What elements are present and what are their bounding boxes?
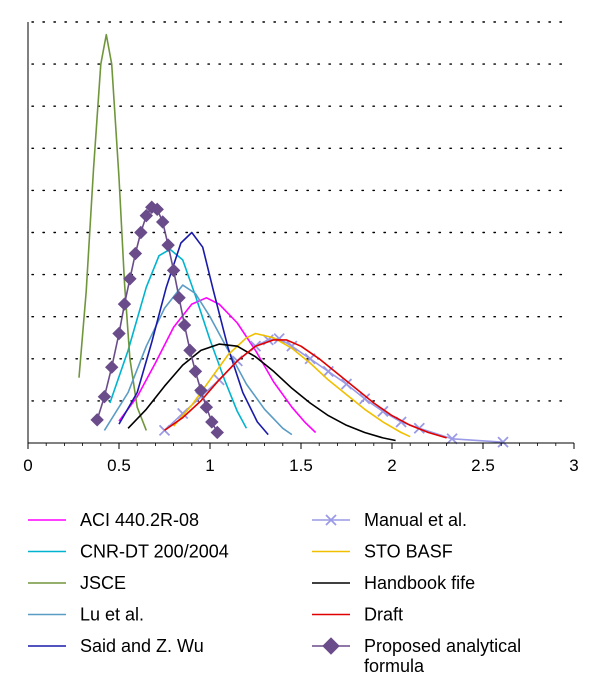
- series-cnr-dt-200-2004: [109, 248, 248, 429]
- legend-item: Said and Z. Wu: [28, 636, 204, 656]
- series-jsce: [78, 33, 148, 431]
- data-point: [188, 364, 203, 379]
- data-point: [497, 436, 509, 448]
- series-line: [103, 284, 293, 436]
- series-sto-basf: [172, 332, 411, 438]
- data-point: [377, 405, 389, 418]
- data-point: [139, 208, 154, 223]
- series-handbook-fife: [127, 343, 396, 442]
- legend-label: Handbook fife: [364, 573, 475, 593]
- data-point: [155, 215, 170, 229]
- data-point: [340, 378, 353, 390]
- legend-item: Proposed analytical formula: [312, 636, 521, 676]
- data-point: [166, 263, 181, 278]
- data-point: [359, 393, 371, 405]
- legend-item: CNR-DT 200/2004: [28, 542, 229, 562]
- data-point: [123, 272, 137, 286]
- series-line: [118, 297, 317, 434]
- legend-label: JSCE: [80, 573, 126, 593]
- series-line: [109, 248, 248, 429]
- data-point: [194, 383, 208, 398]
- data-point: [172, 291, 186, 305]
- x-tick-label: 0: [23, 456, 32, 475]
- data-point: [128, 246, 143, 261]
- data-point: [134, 225, 148, 240]
- legend-item: Lu et al.: [28, 605, 144, 625]
- series-said-and-z-wu: [118, 231, 269, 436]
- data-point: [177, 407, 189, 420]
- series-proposed-analytical-formula: [90, 200, 224, 440]
- legend-item: Handbook fife: [312, 573, 475, 593]
- legend-marker: [325, 514, 337, 526]
- series-line: [96, 206, 219, 433]
- data-point: [183, 343, 197, 358]
- data-point: [322, 365, 334, 378]
- data-point: [177, 318, 192, 332]
- legend-item: Draft: [312, 605, 403, 625]
- x-tick-label: 3: [569, 456, 578, 475]
- data-point: [112, 326, 126, 341]
- data-point: [117, 297, 132, 311]
- series-manual-et-al-: [158, 332, 509, 448]
- data-point: [161, 238, 175, 252]
- data-point: [286, 340, 298, 352]
- legend-item: ACI 440.2R-08: [28, 510, 199, 530]
- series-draft: [164, 339, 447, 439]
- plot-area: [78, 33, 509, 448]
- x-tick-label: 2: [387, 456, 396, 475]
- legend-item: JSCE: [28, 573, 126, 593]
- legend-label: Said and Z. Wu: [80, 636, 204, 656]
- x-tick-label: 1: [205, 456, 214, 475]
- series-lu-et-al-: [103, 284, 293, 436]
- data-point: [150, 202, 164, 217]
- x-tick-label: 2.5: [471, 456, 495, 475]
- data-point: [90, 413, 104, 427]
- legend-item: Manual et al.: [312, 510, 467, 530]
- data-point: [105, 360, 119, 374]
- legend-label: Draft: [364, 605, 403, 625]
- legend-item: STO BASF: [312, 542, 453, 562]
- x-tick-label: 0.5: [107, 456, 131, 475]
- data-point: [199, 400, 214, 414]
- legend-label: CNR-DT 200/2004: [80, 542, 229, 562]
- legend-label: ACI 440.2R-08: [80, 510, 199, 530]
- series-line: [118, 231, 269, 436]
- series-line: [127, 343, 396, 442]
- data-point: [205, 415, 219, 429]
- data-point: [97, 389, 112, 404]
- legend: ACI 440.2R-08 CNR-DT 200/2004 JSCE Lu et al…: [28, 510, 521, 676]
- series-line: [78, 33, 148, 431]
- data-point: [210, 425, 224, 440]
- legend-label: Lu et al.: [80, 605, 144, 625]
- axes: 0 0.5 1 1.5 2 2.5 3: [23, 22, 579, 475]
- series-line: [164, 339, 447, 439]
- series-line: [172, 332, 411, 438]
- legend-label: STO BASF: [364, 542, 453, 562]
- legend-label: Proposed analytical formula: [364, 636, 521, 676]
- legend-marker: [322, 637, 340, 655]
- legend-label: Manual et al.: [364, 510, 467, 530]
- data-point: [273, 332, 285, 345]
- x-tick-label: 1.5: [289, 456, 313, 475]
- data-point: [446, 433, 458, 445]
- series-aci-440-2r-08: [118, 297, 317, 434]
